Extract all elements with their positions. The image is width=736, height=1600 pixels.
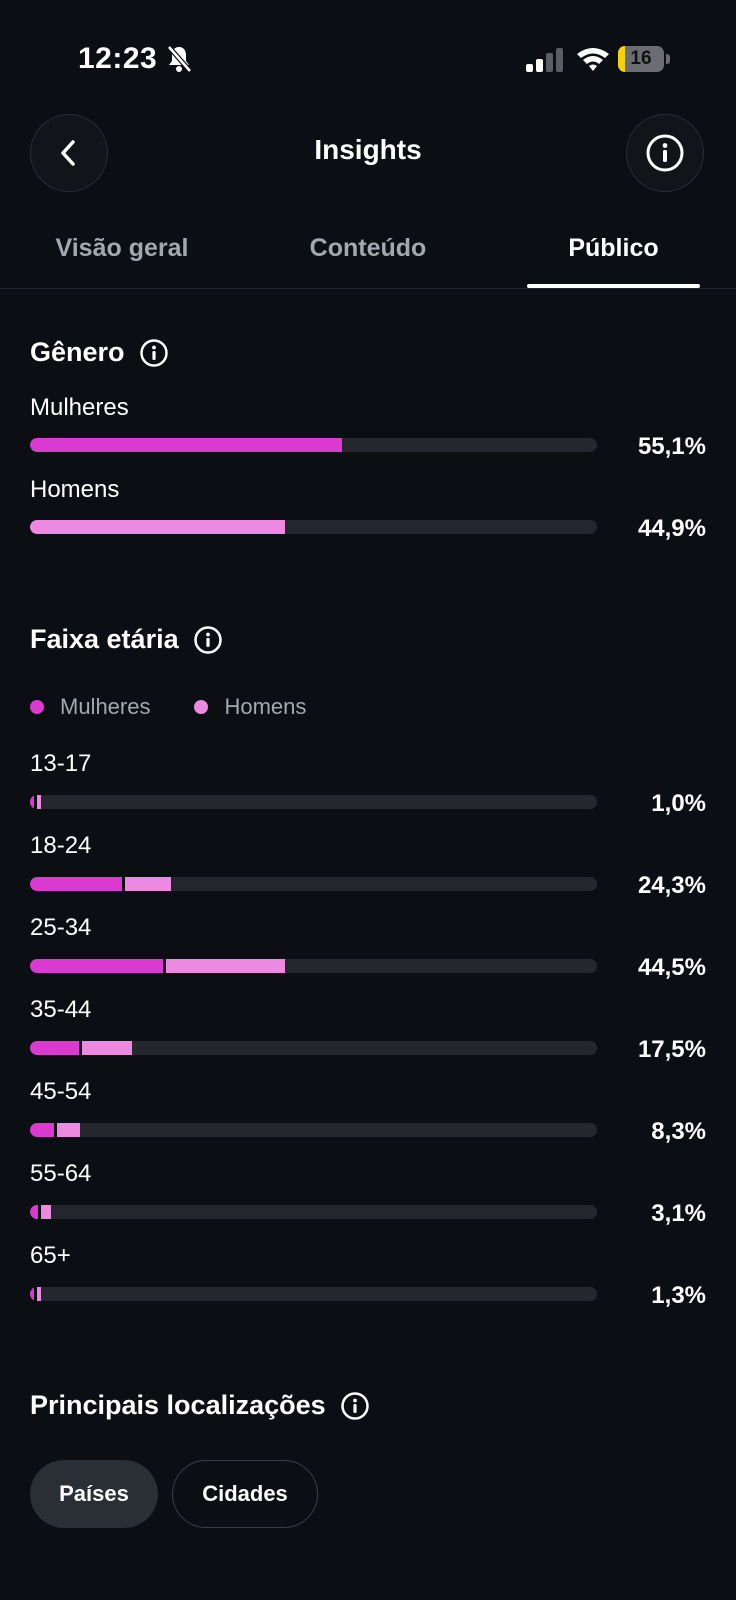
age-bar <box>30 795 597 809</box>
age-row-label: 65+ <box>30 1242 71 1269</box>
bell-slash-icon <box>167 45 192 73</box>
age-bar-men-segment <box>40 1205 51 1219</box>
age-bar-women-segment <box>30 877 123 891</box>
age-bar-men-segment <box>37 1287 41 1301</box>
age-bar-men-segment <box>166 959 286 973</box>
legend-item-men: Homens <box>194 694 306 720</box>
gender-row-value: 44,9% <box>637 515 706 542</box>
tab-bar: Visão geral Conteúdo Público <box>0 218 736 289</box>
info-icon[interactable] <box>139 338 169 368</box>
age-row-value: 44,5% <box>637 954 706 981</box>
age-bar-women-segment <box>30 1123 54 1137</box>
age-bar <box>30 959 597 973</box>
age-row-label: 45-54 <box>30 1078 92 1105</box>
gender-row-label: Mulheres <box>30 394 129 421</box>
gender-bar <box>30 438 597 452</box>
info-icon[interactable] <box>340 1391 370 1421</box>
legend-dot-men <box>194 700 209 714</box>
back-button[interactable] <box>30 114 108 192</box>
age-row-label: 18-24 <box>30 832 92 859</box>
age-bar-men-segment <box>37 795 41 809</box>
age-bar-women-segment <box>30 959 164 973</box>
gender-bar-fill <box>30 438 343 452</box>
active-tab-indicator <box>527 284 700 288</box>
age-row-label: 13-17 <box>30 750 92 777</box>
age-row-label: 35-44 <box>30 996 92 1023</box>
info-icon <box>646 134 684 172</box>
age-section-title: Faixa etária <box>30 624 223 655</box>
age-bar-separator <box>79 1041 83 1055</box>
age-row-label: 55-64 <box>30 1160 92 1187</box>
age-row-value: 17,5% <box>637 1036 706 1063</box>
gender-row-label: Homens <box>30 476 120 503</box>
age-bar-women-segment <box>30 795 34 809</box>
gender-title: Gênero <box>30 337 125 367</box>
locations-title: Principais localizações <box>30 1390 326 1420</box>
age-legend: Mulheres Homens <box>30 694 350 720</box>
chevron-left-icon <box>61 140 75 166</box>
age-bar-separator <box>34 795 37 809</box>
cellular-signal-icon <box>526 48 563 72</box>
age-row-value: 24,3% <box>637 872 706 899</box>
age-bar <box>30 1205 597 1219</box>
gender-section-title: Gênero <box>30 337 169 368</box>
age-bar <box>30 1287 597 1301</box>
age-bar <box>30 877 597 891</box>
age-bar-men-segment <box>82 1041 133 1055</box>
age-bar-separator <box>53 1123 57 1137</box>
age-bar-separator <box>37 1205 41 1219</box>
legend-dot-women <box>30 700 44 714</box>
age-bar-women-segment <box>30 1205 38 1219</box>
status-time: 12:23 <box>78 42 158 75</box>
age-row-value: 1,3% <box>651 1282 706 1309</box>
age-bar <box>30 1123 597 1137</box>
gender-bar-fill <box>30 520 285 534</box>
age-row-value: 3,1% <box>651 1200 706 1227</box>
age-bar-men-segment <box>56 1123 81 1137</box>
age-bar-separator <box>163 959 167 973</box>
info-button[interactable] <box>626 114 704 192</box>
tab-publico[interactable]: Público <box>568 234 659 262</box>
age-bar-separator <box>122 877 126 891</box>
gender-row-value: 55,1% <box>637 433 706 460</box>
chip-paises[interactable]: Países <box>30 1460 158 1528</box>
legend-item-women: Mulheres <box>30 694 150 720</box>
age-row-value: 1,0% <box>651 790 706 817</box>
age-bar-women-segment <box>30 1287 34 1301</box>
legend-label: Homens <box>224 694 307 719</box>
wifi-icon <box>577 48 609 71</box>
battery-icon: 16 <box>618 46 670 72</box>
battery-level: 16 <box>630 48 652 69</box>
tab-visao-geral[interactable]: Visão geral <box>55 234 189 262</box>
age-row-label: 25-34 <box>30 914 92 941</box>
age-title: Faixa etária <box>30 624 179 654</box>
chip-cidades[interactable]: Cidades <box>172 1460 318 1528</box>
info-icon[interactable] <box>193 625 223 655</box>
locations-section-title: Principais localizações <box>30 1390 370 1421</box>
status-bar: 12:23 16 <box>0 0 736 110</box>
age-bar-men-segment <box>125 877 171 891</box>
legend-label: Mulheres <box>60 694 151 719</box>
age-bar-separator <box>34 1287 37 1301</box>
age-bar <box>30 1041 597 1055</box>
age-row-value: 8,3% <box>651 1118 706 1145</box>
page-title: Insights <box>314 134 422 165</box>
age-bar-women-segment <box>30 1041 80 1055</box>
tab-conteudo[interactable]: Conteúdo <box>309 234 427 262</box>
gender-bar <box>30 520 597 534</box>
